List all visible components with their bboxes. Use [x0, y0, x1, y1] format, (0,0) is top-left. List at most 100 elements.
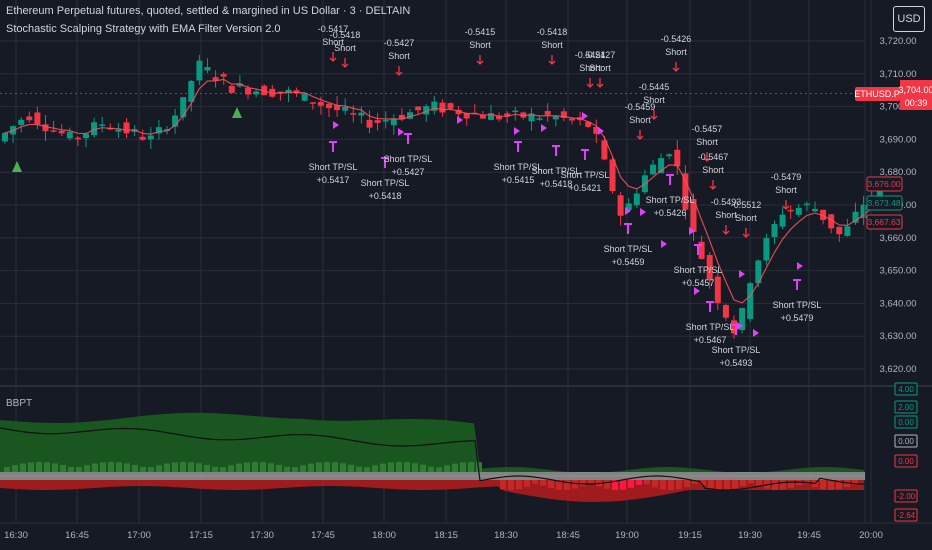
histogram-bar [708, 480, 714, 489]
price-tag: 3,667.63 [867, 217, 900, 227]
exit-marker [381, 157, 389, 168]
candle-body [528, 113, 535, 122]
short-entry-label: Short [665, 47, 687, 57]
short-entry-label: Short [579, 63, 601, 73]
histogram-bar [132, 464, 138, 472]
short-entry-label: Short [696, 137, 718, 147]
histogram-bar [668, 480, 674, 490]
short-entry-value: -0.5479 [771, 172, 802, 182]
candle-body [423, 106, 430, 115]
candle-body [544, 110, 551, 115]
candle-body [455, 109, 462, 115]
candle-body [836, 226, 843, 235]
exit-label: Short TP/SL [309, 162, 358, 172]
candle-body [2, 132, 8, 142]
candle-body [50, 130, 57, 132]
exit-marker [404, 133, 412, 144]
histogram-bar [164, 463, 170, 472]
time-axis-label: 17:45 [311, 530, 335, 541]
short-entry-label: Short [715, 210, 737, 220]
histogram-bar [308, 463, 314, 472]
short-entry-label: Short [589, 63, 611, 73]
exit-value: +0.5421 [569, 183, 602, 193]
candle-body [390, 118, 397, 126]
short-entry-arrow [722, 225, 730, 235]
candle-body [277, 91, 284, 94]
candle-body [34, 112, 41, 125]
price-axis-label: 3,630.00 [880, 331, 917, 342]
time-axis-label: 19:15 [678, 530, 702, 541]
price-axis-label: 3,700.00 [880, 102, 917, 113]
short-entry-label: Short [775, 185, 797, 195]
ema-line [4, 78, 881, 304]
histogram-bar [92, 463, 98, 472]
short-entry-arrow [548, 55, 556, 65]
histogram-bar [108, 462, 114, 472]
indicator-axis-label: -2.00 [897, 492, 916, 501]
candle-body [536, 118, 543, 120]
candles [2, 54, 883, 339]
histogram-bar [268, 463, 274, 472]
exit-label: Short TP/SL [604, 244, 653, 254]
price-tag: 3,673.48 [867, 198, 900, 208]
exit-label: Short TP/SL [532, 166, 581, 176]
histogram-bar [52, 463, 58, 472]
candle-body [722, 304, 729, 318]
histogram-bar [780, 480, 786, 490]
short-entry-value: -0.5426 [661, 34, 692, 44]
histogram-bar [340, 463, 346, 472]
candle-body [698, 241, 705, 259]
histogram-bar [556, 480, 562, 490]
exit-label: Short TP/SL [361, 178, 410, 188]
histogram-bar [604, 480, 610, 489]
candle-body [633, 193, 640, 206]
time-axis-label: 18:15 [434, 530, 458, 541]
candle-body [609, 159, 616, 192]
time-axis-label: 18:45 [556, 530, 580, 541]
candle-body [601, 140, 608, 160]
indicator-axis-label: 4.00 [898, 385, 914, 394]
candle-body [196, 60, 203, 81]
short-entry-label: Short [702, 165, 724, 175]
signal-flag [398, 128, 404, 136]
price-tag-box [866, 195, 903, 211]
short-entry-value: -0.5512 [731, 200, 762, 210]
currency-button[interactable]: USD [893, 6, 925, 32]
candle-body [496, 115, 503, 120]
histogram-bar [300, 465, 306, 472]
candle-body [747, 283, 754, 319]
signal-flag [661, 240, 667, 248]
candle-body [820, 209, 827, 220]
candle-body [382, 119, 389, 122]
exit-value: +0.5457 [682, 278, 715, 288]
indicator-axis-label: 2.00 [898, 403, 914, 412]
candle-body [876, 184, 883, 199]
buy-signal-triangle [232, 107, 242, 118]
candle-body [212, 77, 219, 81]
candle-body [682, 173, 689, 210]
short-entry-arrow [782, 200, 790, 210]
candle-body [463, 113, 470, 119]
candle-body [552, 116, 559, 120]
signal-flag [333, 121, 339, 129]
candle-body [83, 133, 89, 139]
short-entry-value: -0.5418 [330, 30, 361, 40]
signal-flag [737, 322, 743, 330]
exit-value: +0.5417 [317, 175, 350, 185]
exit-marker [624, 223, 632, 234]
histogram-bar [204, 464, 210, 472]
candle-body [309, 102, 316, 104]
short-entry-value: -0.5427 [585, 50, 616, 60]
candle-body [115, 129, 122, 132]
candle-body [342, 106, 349, 111]
histogram-bar [68, 466, 74, 472]
symbol-tag-box [855, 87, 900, 101]
candle-body [228, 85, 235, 93]
histogram-bar [356, 466, 362, 472]
bar-countdown: 00:39 [905, 98, 928, 108]
histogram-bar [844, 480, 850, 488]
histogram-bar [20, 463, 26, 472]
histogram-bar [116, 462, 122, 472]
candle-body [488, 113, 494, 120]
